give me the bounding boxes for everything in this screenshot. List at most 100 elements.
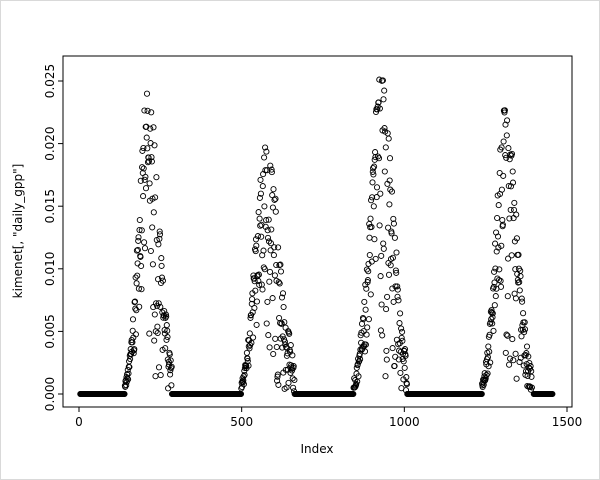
data-point: [357, 332, 364, 339]
data-point: [507, 355, 514, 362]
data-point: [515, 251, 522, 258]
data-point: [248, 339, 255, 346]
data-point: [149, 261, 156, 268]
data-point: [528, 368, 535, 375]
data-point: [505, 182, 512, 190]
data-point: [373, 184, 381, 191]
data-point: [366, 234, 373, 241]
data-point: [125, 370, 132, 377]
data-point: [485, 363, 492, 370]
data-point: [505, 255, 512, 262]
data-point: [135, 285, 142, 292]
data-point: [392, 353, 399, 360]
data-point: [161, 326, 168, 334]
data-point: [266, 268, 274, 275]
data-point: [267, 240, 274, 247]
data-point: [364, 277, 371, 284]
data-point: [133, 307, 140, 314]
data-point: [496, 266, 503, 273]
data-point: [255, 277, 262, 284]
x-tick-label: 1500: [552, 415, 583, 429]
data-point: [382, 144, 389, 151]
data-point: [262, 167, 269, 174]
data-point: [245, 362, 252, 369]
data-point: [504, 293, 511, 300]
data-point: [166, 351, 173, 358]
data-point: [148, 154, 155, 161]
data-point: [494, 214, 501, 222]
data-point: [350, 390, 357, 398]
data-point: [259, 286, 266, 293]
data-point: [157, 303, 164, 310]
data-point: [378, 252, 385, 259]
data-point: [500, 172, 507, 179]
data-point: [148, 109, 155, 116]
data-point: [384, 293, 391, 300]
data-point: [136, 226, 143, 234]
data-point: [375, 155, 383, 162]
data-point: [486, 348, 493, 355]
data-point: [265, 216, 272, 223]
data-point: [281, 338, 288, 345]
data-point: [156, 231, 164, 238]
data-point: [164, 333, 171, 341]
data-point: [132, 274, 139, 281]
data-point: [512, 295, 519, 302]
data-point: [377, 273, 384, 280]
data-point: [394, 286, 401, 293]
data-point: [262, 223, 269, 230]
data-point: [285, 379, 292, 386]
y-tick-label: 0.020: [43, 126, 57, 160]
data-point: [383, 306, 390, 313]
data-point: [506, 215, 513, 222]
data-point: [253, 298, 261, 305]
data-point: [523, 350, 530, 357]
data-point: [367, 215, 374, 222]
data-point: [241, 371, 248, 378]
data-point: [151, 311, 158, 318]
data-point: [165, 385, 172, 392]
data-point: [490, 327, 497, 334]
data-point: [146, 180, 153, 187]
data-point: [509, 168, 516, 175]
data-point: [129, 316, 137, 323]
y-tick-label: 0.005: [43, 314, 57, 348]
data-point: [142, 173, 149, 180]
data-point: [388, 188, 396, 195]
data-point: [365, 268, 372, 275]
data-point: [267, 247, 274, 254]
data-point: [397, 310, 404, 317]
data-point: [291, 376, 298, 384]
data-point: [390, 220, 397, 227]
data-point: [274, 373, 281, 380]
data-point: [275, 381, 282, 388]
data-point: [142, 185, 150, 192]
data-point: [370, 203, 377, 210]
data-point: [381, 87, 388, 94]
data-point: [497, 277, 504, 284]
data-point: [507, 206, 514, 213]
data-point: [276, 280, 283, 287]
data-point: [519, 298, 526, 305]
data-point: [154, 323, 161, 330]
data-point: [364, 324, 371, 331]
data-point: [386, 155, 394, 162]
data-point: [484, 354, 491, 361]
y-tick-label: 0.015: [43, 189, 57, 223]
x-tick-label: 0: [75, 415, 83, 429]
data-point: [497, 283, 505, 290]
data-point: [511, 199, 518, 206]
data-point: [390, 215, 397, 222]
data-point: [371, 163, 378, 170]
data-point: [138, 286, 145, 293]
y-tick-label: 0.010: [43, 252, 57, 286]
data-point: [168, 363, 175, 370]
data-point: [266, 344, 273, 351]
data-point: [516, 287, 523, 294]
data-point: [274, 371, 281, 378]
data-point: [144, 107, 151, 114]
data-point: [258, 233, 265, 240]
data-point: [269, 295, 276, 302]
